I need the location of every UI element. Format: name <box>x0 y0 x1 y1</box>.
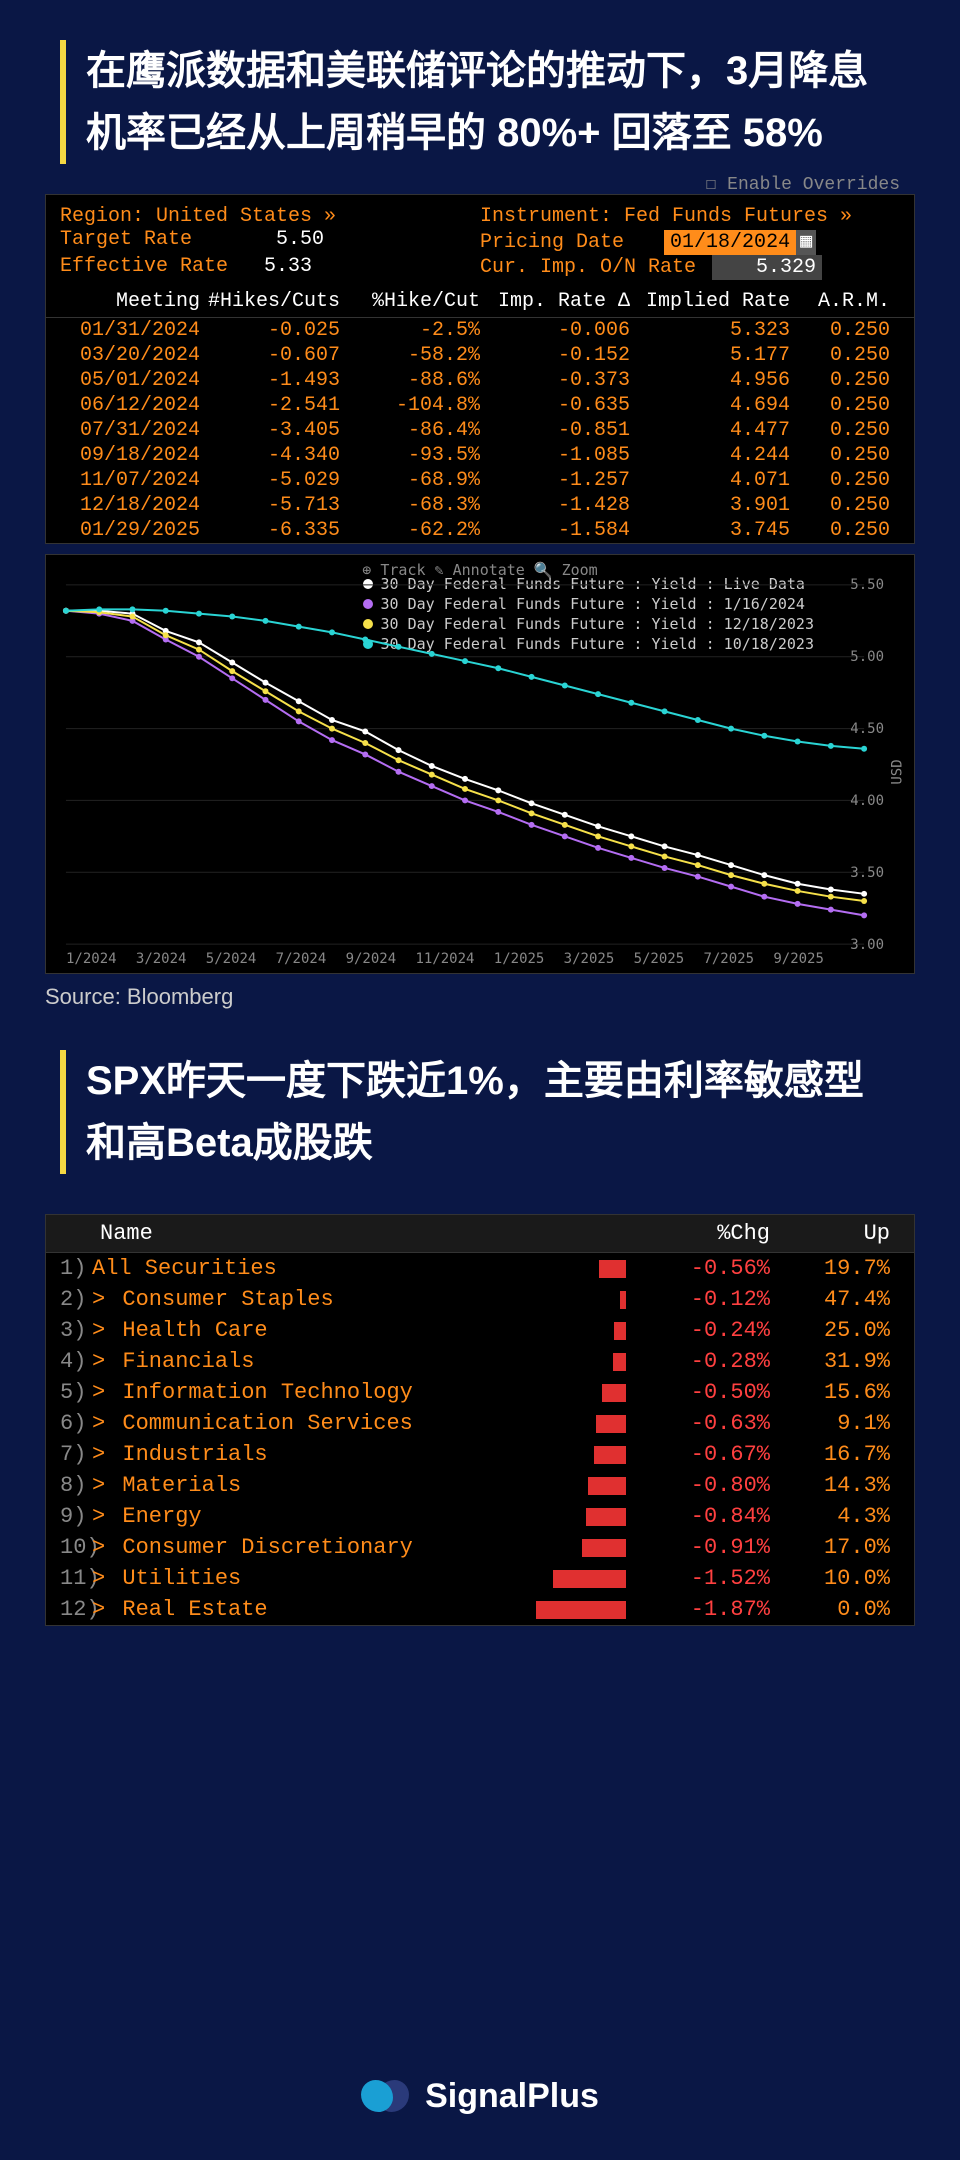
fed-funds-chart-panel: ⊕ Track ✎ Annotate 🔍 Zoom 30 Day Federal… <box>45 554 915 974</box>
table-row[interactable]: 12/18/2024-5.713-68.3%-1.4283.9010.250 <box>46 493 914 518</box>
target-rate-label: Target Rate <box>60 228 192 251</box>
pricing-date-label: Pricing Date <box>480 231 624 254</box>
table-row[interactable]: 09/18/2024-4.340-93.5%-1.0854.2440.250 <box>46 443 914 468</box>
effective-rate-value: 5.33 <box>264 255 312 278</box>
chart-x-ticks: 1/20243/20245/20247/20249/202411/20241/2… <box>46 951 844 967</box>
table-row[interactable]: 03/20/2024-0.607-58.2%-0.1525.1770.250 <box>46 343 914 368</box>
sector-row[interactable]: 9)> Energy-0.84%4.3% <box>46 1501 914 1532</box>
region-label[interactable]: Region: United States » <box>60 205 336 228</box>
table-row[interactable]: 07/31/2024-3.405-86.4%-0.8514.4770.250 <box>46 418 914 443</box>
sector-performance-panel: Name %Chg Up 1)All Securities-0.56%19.7%… <box>45 1214 915 1626</box>
signalplus-logo-icon <box>361 2072 409 2120</box>
cur-imp-label: Cur. Imp. O/N Rate <box>480 256 696 279</box>
instrument-label[interactable]: Instrument: Fed Funds Futures » <box>480 205 852 228</box>
terminal-header-row: Meeting #Hikes/Cuts %Hike/Cut Imp. Rate … <box>46 286 914 318</box>
pricing-date-value[interactable]: 01/18/2024 <box>664 230 796 255</box>
sector-row[interactable]: 11)> Utilities-1.52%10.0% <box>46 1563 914 1594</box>
enable-overrides-label[interactable]: ☐ Enable Overrides <box>706 173 900 195</box>
footer-brand-text: SignalPlus <box>425 2077 599 2116</box>
sector-row[interactable]: 5)> Information Technology-0.50%15.6% <box>46 1377 914 1408</box>
chart-y-axis-label: USD <box>889 759 905 784</box>
table-row[interactable]: 06/12/2024-2.541-104.8%-0.6354.6940.250 <box>46 393 914 418</box>
cur-imp-value: 5.329 <box>712 255 822 280</box>
sector-row[interactable]: 1)All Securities-0.56%19.7% <box>46 1253 914 1284</box>
table-row[interactable]: 05/01/2024-1.493-88.6%-0.3734.9560.250 <box>46 368 914 393</box>
sector-data-rows: 1)All Securities-0.56%19.7%2)> Consumer … <box>46 1253 914 1625</box>
headline-1-text: 在鹰派数据和美联储评论的推动下，3月降息机率已经从上周稍早的 80%+ 回落至 … <box>60 40 900 164</box>
sector-row[interactable]: 8)> Materials-0.80%14.3% <box>46 1470 914 1501</box>
sector-row[interactable]: 7)> Industrials-0.67%16.7% <box>46 1439 914 1470</box>
sector-header-row: Name %Chg Up <box>46 1215 914 1253</box>
target-rate-value: 5.50 <box>276 228 324 251</box>
terminal-data-rows: 01/31/2024-0.025-2.5%-0.0065.3230.25003/… <box>46 318 914 543</box>
date-picker-icon[interactable]: ▦ <box>796 230 816 255</box>
chart-svg <box>46 555 914 974</box>
sector-row[interactable]: 4)> Financials-0.28%31.9% <box>46 1346 914 1377</box>
sector-row[interactable]: 12)> Real Estate-1.87%0.0% <box>46 1594 914 1625</box>
source-label: Source: Bloomberg <box>45 984 915 1010</box>
sector-row[interactable]: 6)> Communication Services-0.63%9.1% <box>46 1408 914 1439</box>
footer: SignalPlus <box>0 2072 960 2120</box>
headline-2-text: SPX昨天一度下跌近1%，主要由利率敏感型和高Beta成股跌 <box>60 1050 900 1174</box>
table-row[interactable]: 01/31/2024-0.025-2.5%-0.0065.3230.250 <box>46 318 914 343</box>
headline-block-1: 在鹰派数据和美联储评论的推动下，3月降息机率已经从上周稍早的 80%+ 回落至 … <box>0 0 960 194</box>
table-row[interactable]: 01/29/2025-6.335-62.2%-1.5843.7450.250 <box>46 518 914 543</box>
sector-row[interactable]: 3)> Health Care-0.24%25.0% <box>46 1315 914 1346</box>
sector-row[interactable]: 10)> Consumer Discretionary-0.91%17.0% <box>46 1532 914 1563</box>
sector-row[interactable]: 2)> Consumer Staples-0.12%47.4% <box>46 1284 914 1315</box>
fed-funds-terminal-panel: ☐ Enable Overrides Region: United States… <box>45 194 915 544</box>
effective-rate-label: Effective Rate <box>60 255 228 278</box>
headline-block-2: SPX昨天一度下跌近1%，主要由利率敏感型和高Beta成股跌 <box>0 1040 960 1204</box>
table-row[interactable]: 11/07/2024-5.029-68.9%-1.2574.0710.250 <box>46 468 914 493</box>
